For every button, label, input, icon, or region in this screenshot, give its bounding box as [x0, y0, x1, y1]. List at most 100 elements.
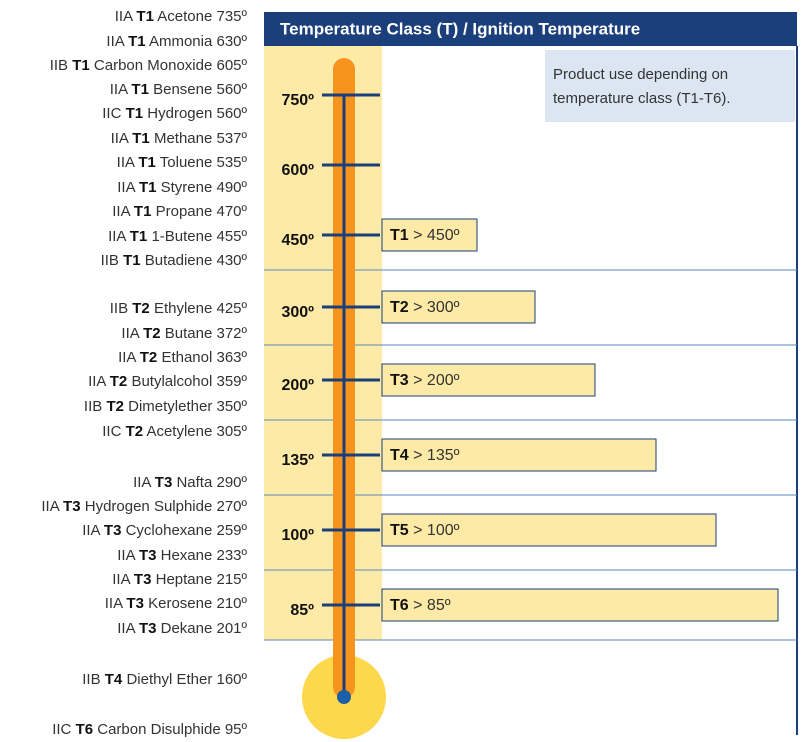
limit: > 300º: [413, 299, 459, 316]
name: Ethylene 425º: [154, 300, 248, 317]
name: Ammonia 630º: [149, 33, 248, 50]
group: IIC: [52, 721, 71, 738]
class-bar: [381, 290, 536, 324]
class: T5: [390, 522, 409, 539]
header-title: Temperature Class (T) / Ignition Tempera…: [280, 19, 640, 38]
name: Methane 537º: [154, 130, 248, 147]
name: Toluene 535º: [160, 154, 248, 171]
group: IIA: [121, 325, 139, 342]
class: T2: [143, 325, 161, 342]
limit: > 100º: [413, 522, 459, 539]
name: Hydrogen 560º: [147, 105, 247, 122]
substance: IIA T3 Cyclohexane 259º: [82, 522, 247, 539]
class: T6: [76, 721, 94, 738]
name: Propane 470º: [156, 203, 248, 220]
group: IIA: [82, 522, 100, 539]
group: IIC: [102, 105, 121, 122]
group: IIA: [41, 498, 59, 515]
limit: > 85º: [413, 597, 451, 614]
substance: IIA T1 Ammonia 630º: [106, 33, 247, 50]
limit: > 200º: [413, 372, 459, 389]
name: Butane 372º: [165, 325, 248, 342]
limit: > 135º: [413, 447, 459, 464]
substance: IIA T1 Bensene 560º: [110, 81, 248, 98]
scale-label: 450º: [281, 232, 314, 249]
note-line: temperature class (T1-T6).: [553, 90, 731, 107]
group: IIB: [110, 300, 128, 317]
class-bar: [381, 513, 717, 547]
class: T1: [134, 203, 152, 220]
substance: IIA T3 Kerosene 210º: [105, 595, 248, 612]
name: Ethanol 363º: [161, 349, 247, 366]
substance: IIA T1 1-Butene 455º: [108, 228, 247, 245]
class-label: T4 > 135º: [390, 447, 460, 464]
group: IIA: [133, 474, 151, 491]
group: IIA: [112, 571, 130, 588]
name: Dimetylether 350º: [128, 398, 247, 415]
substance: IIA T2 Butane 372º: [121, 325, 247, 342]
group: IIA: [108, 228, 126, 245]
class: T2: [106, 398, 124, 415]
substance: IIA T1 Propane 470º: [112, 203, 247, 220]
class: T3: [134, 571, 152, 588]
class: T3: [390, 372, 409, 389]
name: Styrene 490º: [161, 179, 248, 196]
substance: IIB T1 Carbon Monoxide 605º: [50, 57, 248, 74]
group: IIA: [110, 81, 128, 98]
class: T1: [139, 179, 157, 196]
group: IIB: [84, 398, 102, 415]
class: T2: [132, 300, 150, 317]
substance: IIA T3 Nafta 290º: [133, 474, 247, 491]
substance: IIB T1 Butadiene 430º: [101, 252, 248, 269]
class-label: T3 > 200º: [390, 372, 460, 389]
class: T1: [72, 57, 90, 74]
group: IIA: [88, 373, 106, 390]
class: T1: [136, 8, 154, 25]
note-box: [545, 50, 795, 122]
name: Carbon Monoxide 605º: [94, 57, 248, 74]
scale-label: 200º: [281, 377, 314, 394]
substance: IIA T2 Butylalcohol 359º: [88, 373, 247, 390]
substance: IIA T1 Methane 537º: [111, 130, 248, 147]
group: IIA: [117, 154, 135, 171]
substance: IIA T1 Toluene 535º: [117, 154, 248, 171]
substance: IIB T2 Dimetylether 350º: [84, 398, 248, 415]
substance: IIA T3 Hydrogen Sulphide 270º: [41, 498, 247, 515]
substance: IIA T3 Hexane 233º: [117, 547, 247, 564]
substance: IIA T1 Styrene 490º: [117, 179, 247, 196]
substance: IIB T4 Diethyl Ether 160º: [82, 671, 247, 688]
name: Bensene 560º: [153, 81, 247, 98]
class: T1: [390, 227, 409, 244]
group: IIA: [111, 130, 129, 147]
substance: IIA T3 Dekane 201º: [117, 620, 247, 637]
class: T4: [105, 671, 123, 688]
class: T1: [130, 228, 148, 245]
group: IIA: [117, 179, 135, 196]
scale-label: 100º: [281, 527, 314, 544]
class-bar: [381, 218, 478, 252]
class: T1: [132, 130, 150, 147]
group: IIA: [112, 203, 130, 220]
substance: IIA T1 Acetone 735º: [115, 8, 248, 25]
name: Butylalcohol 359º: [131, 373, 247, 390]
header-bar: [264, 12, 797, 46]
scale-label: 750º: [281, 92, 314, 109]
thermo-dot: [337, 690, 351, 704]
class: T3: [139, 547, 157, 564]
class-bar: [381, 363, 596, 397]
substance: IIA T3 Heptane 215º: [112, 571, 247, 588]
class: T3: [139, 620, 157, 637]
name: Cyclohexane 259º: [126, 522, 248, 539]
group: IIA: [118, 349, 136, 366]
group: IIA: [105, 595, 123, 612]
name: Hydrogen Sulphide 270º: [85, 498, 248, 515]
class-label: T5 > 100º: [390, 522, 460, 539]
substance: IIA T2 Ethanol 363º: [118, 349, 247, 366]
name: Hexane 233º: [161, 547, 248, 564]
class: T1: [126, 105, 144, 122]
scale-label: 600º: [281, 162, 314, 179]
class: T1: [138, 154, 156, 171]
class-label: T1 > 450º: [390, 227, 460, 244]
substance: IIB T2 Ethylene 425º: [110, 300, 248, 317]
